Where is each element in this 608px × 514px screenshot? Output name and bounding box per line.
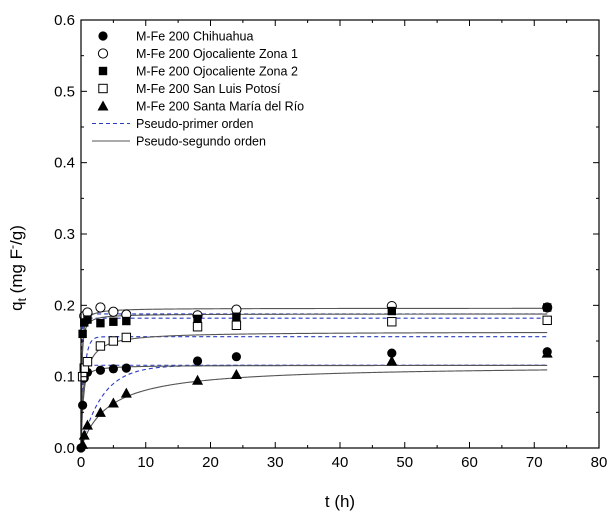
data-point-s5-8	[230, 369, 242, 380]
y-tick-label-3: 0.3	[54, 226, 75, 243]
data-point-s3-8	[232, 312, 241, 321]
pseudo-second-order-curve-2	[81, 307, 548, 448]
data-point-s3-10	[543, 303, 552, 312]
legend-label-2: M-Fe 200 Ojocaliente Zona 1	[136, 47, 298, 61]
legend-marker-3	[98, 66, 108, 76]
x-tick-label-10: 10	[137, 454, 154, 471]
y-axis-title-end: /g)	[7, 225, 26, 245]
legend-marker-5	[97, 100, 109, 111]
data-point-s5-6	[120, 387, 132, 398]
legend-label-3: M-Fe 200 Ojocaliente Zona 2	[136, 65, 298, 79]
data-point-s1-2	[78, 400, 88, 410]
data-point-s3-6	[122, 316, 131, 326]
data-point-s3-7	[193, 314, 202, 324]
data-point-s5-9	[386, 355, 398, 366]
data-point-s5-7	[192, 374, 204, 385]
pseudo-second-order-curve-1	[81, 364, 548, 448]
x-axis-title: t (h)	[325, 492, 355, 511]
y-axis-title-text: qt (mg F-/g)	[5, 225, 29, 311]
pseudo-first-order-curve-5	[81, 364, 548, 448]
y-axis-title: qt (mg F-/g)	[5, 225, 29, 311]
x-tick-label-40: 40	[332, 454, 349, 471]
data-point-s4-9	[387, 317, 397, 327]
data-point-s3-5	[109, 317, 118, 326]
data-point-s2-3	[95, 302, 106, 313]
y-axis-title-sub: t	[15, 297, 29, 301]
y-tick-label-5: 0.5	[54, 83, 75, 100]
y-axis-title-rest: (mg F	[7, 249, 26, 298]
legend-marker-1	[98, 31, 108, 41]
pseudo-first-order-curve-4	[81, 336, 548, 448]
x-tick-label-20: 20	[202, 454, 219, 471]
data-point-s4-5	[108, 336, 119, 346]
data-point-s1-8	[192, 356, 203, 366]
pseudo-first-order-curve-2	[81, 313, 548, 448]
data-point-s1-9	[231, 352, 241, 362]
data-point-s3-3	[83, 315, 92, 324]
data-point-s4-6	[121, 332, 132, 343]
data-point-s4-10	[542, 315, 552, 326]
data-point-s1-10	[387, 348, 397, 358]
data-point-s5-1	[77, 438, 89, 449]
legend-line-label-1: Pseudo-primer orden	[136, 117, 253, 131]
y-tick-label-1: 0.1	[54, 369, 75, 386]
y-tick-label-0: 0.0	[54, 440, 75, 457]
data-point-s5-10	[541, 347, 553, 358]
x-tick-label-0: 0	[77, 454, 85, 471]
data-point-s5-5	[107, 397, 119, 408]
y-tick-label-4: 0.4	[54, 155, 75, 172]
data-point-s4-3	[82, 356, 93, 367]
legend-line-label-2: Pseudo-segundo orden	[136, 135, 266, 149]
data-point-s4-4	[95, 341, 106, 351]
data-point-s3-4	[96, 318, 105, 328]
data-point-s4-8	[231, 320, 242, 331]
data-point-s5-4	[94, 406, 106, 417]
legend-marker-2	[97, 48, 109, 59]
legend-label-5: M-Fe 200 Santa María del Río	[136, 100, 304, 114]
pseudo-second-order-curve-4	[81, 332, 548, 448]
legend-label-1: M-Fe 200 Chihuahua	[136, 30, 253, 44]
pseudo-first-order-curve-3	[81, 317, 548, 448]
x-tick-label-80: 80	[591, 454, 608, 471]
data-point-s3-9	[387, 306, 396, 316]
x-tick-label-50: 50	[396, 454, 413, 471]
legend-label-4: M-Fe 200 San Luis Potosí	[136, 82, 281, 96]
y-axis-title-sup: -	[5, 245, 19, 249]
data-point-s4-7	[192, 322, 203, 332]
pseudo-first-order-curve-1	[81, 364, 548, 448]
data-point-s3-1	[78, 329, 87, 339]
data-point-s5-3	[81, 419, 93, 430]
data-point-s1-7	[121, 363, 131, 373]
y-tick-label-2: 0.2	[54, 297, 75, 314]
data-point-s2-4	[108, 306, 119, 317]
pseudo-second-order-curve-3	[81, 313, 548, 448]
pseudo-second-order-curve-5	[81, 369, 548, 448]
y-tick-label-6: 0.6	[54, 12, 75, 29]
legend-marker-4	[98, 83, 108, 94]
x-tick-label-70: 70	[526, 454, 543, 471]
data-point-s1-5	[95, 365, 106, 375]
x-tick-label-30: 30	[267, 454, 284, 471]
x-tick-label-60: 60	[461, 454, 478, 471]
y-axis-title-main: q	[7, 301, 26, 310]
data-point-s1-6	[108, 364, 118, 374]
